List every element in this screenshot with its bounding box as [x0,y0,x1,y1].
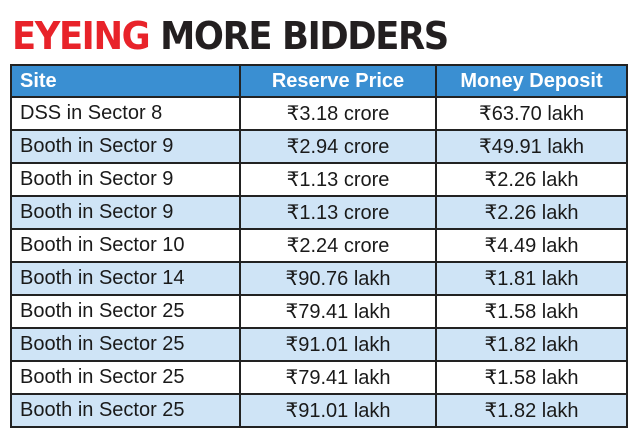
site-cell: Booth in Sector 9 [10,129,241,164]
reserve-price-cell: ₹79.41 lakh [239,360,437,395]
table-header: Site Reserve Price Money Deposit [10,64,628,98]
headline: EYEING MORE BIDDERS [12,14,449,58]
table-row: Booth in Sector 9 ₹1.13 crore ₹2.26 lakh [10,162,628,197]
site-cell: Booth in Sector 25 [10,393,241,428]
reserve-price-cell: ₹3.18 crore [239,96,437,131]
reserve-price-cell: ₹2.94 crore [239,129,437,164]
money-deposit-cell: ₹1.81 lakh [435,261,628,296]
table-row: Booth in Sector 14 ₹90.76 lakh ₹1.81 lakh [10,261,628,296]
column-header-reserve-price: Reserve Price [239,64,437,98]
reserve-price-cell: ₹91.01 lakh [239,393,437,428]
site-cell: Booth in Sector 10 [10,228,241,263]
table-row: Booth in Sector 25 ₹79.41 lakh ₹1.58 lakh [10,360,628,395]
site-cell: DSS in Sector 8 [10,96,241,131]
table-row: Booth in Sector 9 ₹1.13 crore ₹2.26 lakh [10,195,628,230]
site-cell: Booth in Sector 25 [10,327,241,362]
site-cell: Booth in Sector 25 [10,360,241,395]
money-deposit-cell: ₹49.91 lakh [435,129,628,164]
reserve-price-cell: ₹1.13 crore [239,195,437,230]
reserve-price-cell: ₹1.13 crore [239,162,437,197]
reserve-price-cell: ₹2.24 crore [239,228,437,263]
header-row: Site Reserve Price Money Deposit [10,64,628,98]
reserve-price-cell: ₹91.01 lakh [239,327,437,362]
money-deposit-cell: ₹1.82 lakh [435,393,628,428]
money-deposit-cell: ₹1.58 lakh [435,294,628,329]
money-deposit-cell: ₹4.49 lakh [435,228,628,263]
table-row: Booth in Sector 25 ₹91.01 lakh ₹1.82 lakh [10,393,628,428]
site-cell: Booth in Sector 9 [10,195,241,230]
table-row: Booth in Sector 10 ₹2.24 crore ₹4.49 lakh [10,228,628,263]
table-row: Booth in Sector 25 ₹91.01 lakh ₹1.82 lakh [10,327,628,362]
column-header-money-deposit: Money Deposit [435,64,628,98]
table-row: DSS in Sector 8 ₹3.18 crore ₹63.70 lakh [10,96,628,131]
table-body: DSS in Sector 8 ₹3.18 crore ₹63.70 lakh Boo… [10,96,628,428]
money-deposit-cell: ₹1.58 lakh [435,360,628,395]
reserve-price-cell: ₹79.41 lakh [239,294,437,329]
money-deposit-cell: ₹2.26 lakh [435,195,628,230]
headline-dark-part: MORE BIDDERS [160,14,449,58]
column-header-site: Site [10,64,241,98]
money-deposit-cell: ₹2.26 lakh [435,162,628,197]
site-cell: Booth in Sector 25 [10,294,241,329]
headline-red-part: EYEING [12,14,151,58]
site-cell: Booth in Sector 9 [10,162,241,197]
money-deposit-cell: ₹63.70 lakh [435,96,628,131]
money-deposit-cell: ₹1.82 lakh [435,327,628,362]
table-row: Booth in Sector 25 ₹79.41 lakh ₹1.58 lakh [10,294,628,329]
site-cell: Booth in Sector 14 [10,261,241,296]
reserve-price-cell: ₹90.76 lakh [239,261,437,296]
bidders-table: Site Reserve Price Money Deposit DSS in … [10,64,628,428]
table-row: Booth in Sector 9 ₹2.94 crore ₹49.91 lakh [10,129,628,164]
